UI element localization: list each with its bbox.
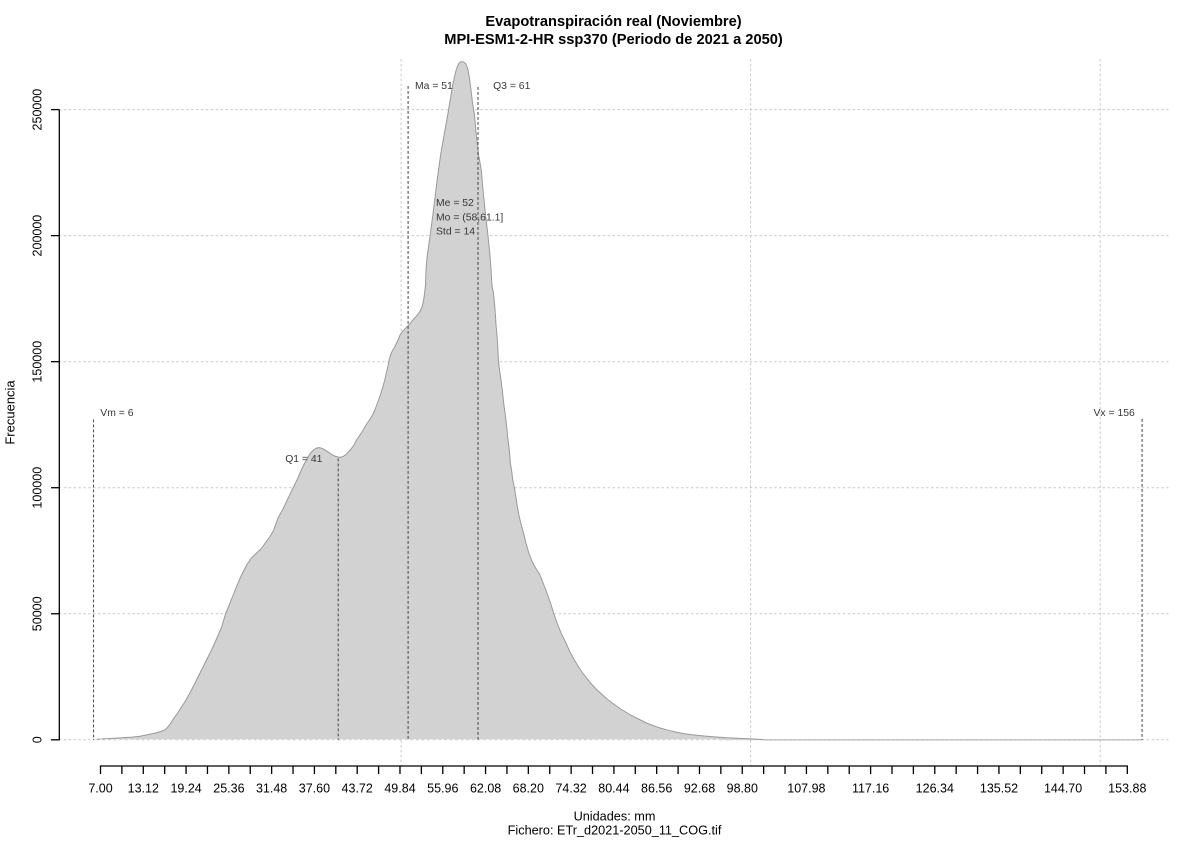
svg-text:Vm = 6: Vm = 6 xyxy=(100,408,133,419)
svg-text:126.34: 126.34 xyxy=(916,781,954,795)
svg-text:0: 0 xyxy=(30,736,44,743)
svg-text:144.70: 144.70 xyxy=(1044,781,1082,795)
svg-text:135.52: 135.52 xyxy=(980,781,1018,795)
svg-text:117.16: 117.16 xyxy=(852,781,889,795)
svg-text:31.48: 31.48 xyxy=(256,781,287,795)
svg-text:200000: 200000 xyxy=(30,215,44,257)
svg-text:Std = 14: Std = 14 xyxy=(436,227,475,238)
svg-text:100000: 100000 xyxy=(30,467,44,509)
svg-text:19.24: 19.24 xyxy=(170,781,201,795)
svg-text:68.20: 68.20 xyxy=(513,781,544,795)
svg-text:50000: 50000 xyxy=(30,596,44,631)
svg-text:55.96: 55.96 xyxy=(427,781,458,795)
svg-text:MPI-ESM1-2-HR ssp370 (Periodo: MPI-ESM1-2-HR ssp370 (Periodo de 2021 a … xyxy=(444,32,783,48)
svg-text:7.00: 7.00 xyxy=(88,781,112,795)
svg-text:25.36: 25.36 xyxy=(213,781,244,795)
svg-text:Vx = 156: Vx = 156 xyxy=(1094,408,1136,419)
svg-text:13.12: 13.12 xyxy=(128,781,159,795)
svg-text:Q3 = 61: Q3 = 61 xyxy=(493,81,530,92)
svg-text:153.88: 153.88 xyxy=(1108,781,1146,795)
svg-text:Ma = 51: Ma = 51 xyxy=(415,81,453,92)
svg-text:107.98: 107.98 xyxy=(787,781,825,795)
svg-text:86.56: 86.56 xyxy=(641,781,672,795)
svg-text:Unidades: mm: Unidades: mm xyxy=(574,810,656,824)
svg-text:Frecuencia: Frecuencia xyxy=(2,380,17,445)
svg-text:43.72: 43.72 xyxy=(342,781,373,795)
svg-text:37.60: 37.60 xyxy=(299,781,330,795)
svg-text:80.44: 80.44 xyxy=(598,781,629,795)
svg-text:150000: 150000 xyxy=(30,341,44,383)
svg-text:62.08: 62.08 xyxy=(470,781,501,795)
svg-text:250000: 250000 xyxy=(30,89,44,131)
svg-text:Q1 = 41: Q1 = 41 xyxy=(285,454,322,465)
svg-text:Me = 52: Me = 52 xyxy=(436,198,474,209)
svg-text:98.80: 98.80 xyxy=(727,781,758,795)
svg-text:Fichero: ETr_d2021-2050_11_COG: Fichero: ETr_d2021-2050_11_COG.tif xyxy=(508,823,722,837)
svg-text:92.68: 92.68 xyxy=(684,781,715,795)
svg-text:Mo = (58,61.1]: Mo = (58,61.1] xyxy=(436,212,503,223)
svg-text:49.84: 49.84 xyxy=(384,781,415,795)
svg-text:74.32: 74.32 xyxy=(555,781,586,795)
svg-text:Evapotranspiración real (Novie: Evapotranspiración real (Noviembre) xyxy=(485,14,741,30)
